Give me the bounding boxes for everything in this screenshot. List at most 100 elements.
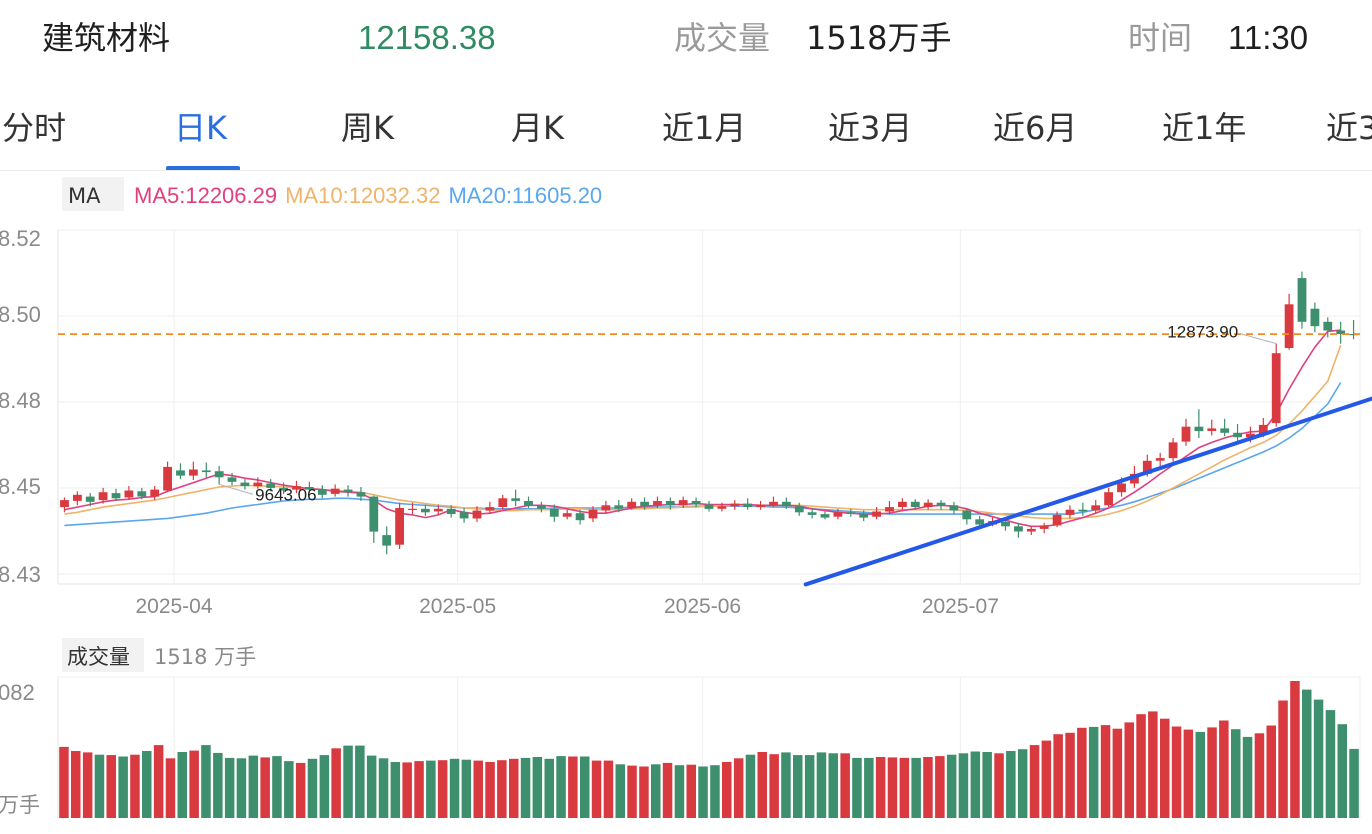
- candle-body: [356, 492, 366, 497]
- candle-body: [1207, 428, 1217, 431]
- volume-bar: [852, 757, 862, 818]
- volume-bar: [1278, 700, 1288, 818]
- volume-bar: [544, 758, 554, 818]
- volume-bar: [236, 758, 247, 818]
- volume-bar: [213, 752, 223, 818]
- candle-body: [898, 501, 907, 507]
- volume-bar: [603, 760, 614, 818]
- quote-header: 建筑材料 12158.38 成交量 1518万手 时间 11:30: [0, 0, 1372, 80]
- volume-bar: [1077, 727, 1087, 818]
- tab-1-year[interactable]: 近1年: [1162, 109, 1247, 147]
- tab-weekly-k[interactable]: 周K: [341, 109, 394, 147]
- volume-bar: [946, 754, 957, 818]
- candle-body: [1220, 428, 1230, 433]
- volume-current: 1518 万手: [154, 645, 256, 669]
- volume-bar: [142, 751, 152, 818]
- volume-bar: [733, 758, 744, 818]
- candle-body: [98, 492, 108, 501]
- volume-bar: [627, 765, 637, 818]
- volume-bar: [1088, 726, 1099, 818]
- tab-daily-k[interactable]: 日K: [174, 109, 227, 147]
- volume-bar: [331, 748, 341, 818]
- volume-bar: [1290, 681, 1300, 818]
- volume-bar: [923, 757, 933, 818]
- volume-bar: [804, 755, 815, 818]
- candle-body: [472, 510, 482, 519]
- ma5-line: [64, 329, 1341, 528]
- candle-body: [833, 512, 843, 517]
- volume-bar: [366, 755, 377, 818]
- candle-body: [756, 504, 765, 508]
- volume-bar: [343, 745, 353, 818]
- candle-body: [395, 508, 404, 545]
- candle-body: [150, 489, 160, 497]
- candle-body: [575, 513, 585, 521]
- volume-bar: [449, 758, 460, 818]
- candle-body: [562, 513, 572, 517]
- tab-divider: [0, 170, 1372, 171]
- candle-body: [1258, 424, 1268, 434]
- volume-bar: [710, 765, 720, 818]
- volume-bar: [1006, 751, 1016, 818]
- candle-body: [769, 501, 778, 506]
- tab-monthly-k[interactable]: 月K: [511, 109, 564, 147]
- candle-body: [910, 501, 920, 507]
- candle-body: [807, 512, 817, 515]
- tab-1-month[interactable]: 近1月: [662, 109, 747, 147]
- min-price-label: 9643.06: [255, 485, 316, 504]
- candle-body: [975, 519, 985, 525]
- candle-body: [317, 489, 327, 495]
- volume-bar: [816, 752, 827, 818]
- volume-bar: [1160, 718, 1170, 818]
- tab-6-months[interactable]: 近6月: [993, 109, 1078, 147]
- max-annotation-leader: [1240, 333, 1277, 345]
- candle-body: [1142, 460, 1152, 474]
- kline-chart[interactable]: MA MA5:12206.29 MA10:12032.32 MA20:11605.20…: [0, 172, 1372, 834]
- volume-bar: [118, 756, 128, 818]
- candle-body: [1155, 458, 1165, 461]
- candle-body: [524, 501, 533, 506]
- volume-bar: [1313, 699, 1324, 818]
- volume-bar: [674, 765, 685, 818]
- volume-bar: [1219, 720, 1229, 818]
- volume-bar: [106, 755, 116, 818]
- volume-bar: [390, 762, 401, 818]
- tab-intraday[interactable]: 分时: [2, 109, 67, 147]
- volume-bar: [568, 756, 578, 818]
- candle-body: [627, 501, 637, 508]
- volume-bar: [1325, 710, 1336, 818]
- candle-body: [189, 469, 198, 476]
- candle-body: [227, 477, 237, 482]
- volume-bar: [1349, 748, 1359, 818]
- candle-body: [640, 501, 649, 507]
- volume-bar: [970, 751, 981, 818]
- volume-bar: [1171, 726, 1182, 818]
- index-name: 建筑材料: [42, 19, 171, 57]
- candle-body: [382, 535, 392, 546]
- volume-bar: [982, 752, 992, 818]
- tab-3-months[interactable]: 近3月: [828, 109, 913, 147]
- candle-body: [1001, 521, 1010, 527]
- volume-bar: [615, 764, 625, 818]
- volume-bar: [745, 754, 756, 818]
- candle-body: [1078, 509, 1088, 512]
- candle-body: [1014, 526, 1023, 532]
- candle-body: [1181, 426, 1191, 442]
- candle-body: [794, 506, 804, 513]
- candle-body: [923, 502, 933, 508]
- y-tick-label: 8.43: [0, 562, 41, 587]
- candle-body: [176, 470, 185, 476]
- candle-body: [1168, 442, 1178, 459]
- candle-body: [678, 500, 688, 506]
- volume-bar: [260, 757, 270, 818]
- volume-bar: [793, 755, 803, 818]
- volume-bar: [1029, 745, 1040, 818]
- candle-body: [859, 514, 869, 518]
- candle-body: [717, 506, 727, 509]
- volume-bar: [165, 758, 176, 818]
- tab-3-years[interactable]: 近3: [1326, 109, 1372, 147]
- volume-bar: [875, 757, 886, 818]
- x-tick-label: 2025-04: [135, 595, 212, 618]
- volume-bar: [1065, 732, 1075, 818]
- candle-body: [704, 504, 714, 509]
